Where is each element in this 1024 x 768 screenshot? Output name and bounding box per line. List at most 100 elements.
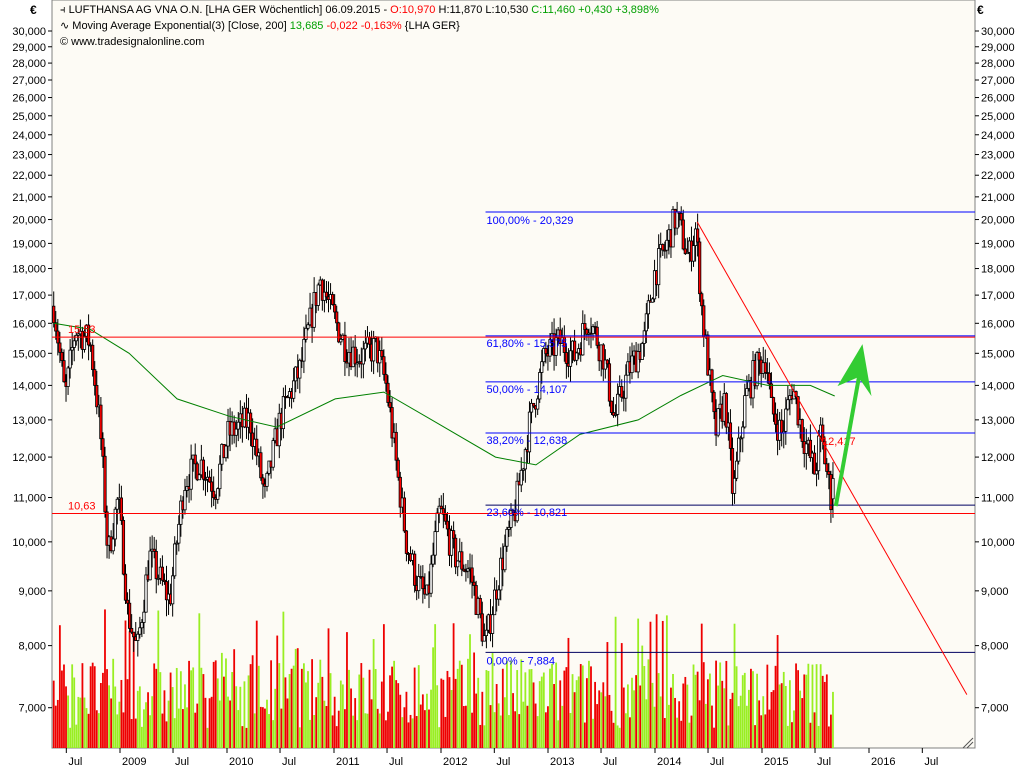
y-tick-label-right: 20,000 (981, 215, 1015, 227)
volume-bar (177, 708, 180, 748)
y-tick-label-left: 7,000 (18, 703, 46, 715)
volume-bar (93, 666, 96, 748)
volume-bar (756, 673, 758, 748)
candle (125, 599, 130, 604)
candle (54, 322, 58, 332)
volume-bar (315, 697, 318, 748)
volume-bar (325, 705, 328, 748)
volume-bar (598, 690, 601, 748)
candle (72, 340, 76, 348)
volume-bar (715, 660, 717, 748)
x-tick-label: 2015 (764, 756, 788, 768)
volume-bar (602, 682, 605, 748)
volume-bar (534, 703, 537, 748)
candle (261, 477, 265, 485)
volume-bar (460, 664, 463, 748)
volume-bar (313, 715, 316, 748)
volume-bar (204, 697, 207, 748)
candle (702, 305, 706, 338)
volume-bar (366, 713, 369, 748)
candle (123, 573, 128, 601)
y-tick-label-left: 19,000 (12, 238, 46, 250)
x-tick-label: 2011 (336, 756, 360, 768)
volume-bar (799, 690, 802, 748)
candle (197, 474, 201, 481)
volume-bar (145, 702, 147, 748)
candlestick-icon: ⫞ (60, 4, 66, 16)
currency-right: € (977, 3, 984, 17)
candle (769, 383, 774, 398)
candle (757, 352, 761, 361)
x-tick-label: Jul (282, 756, 296, 768)
volume-bar (370, 699, 373, 748)
volume-bar (91, 662, 94, 748)
candle (105, 511, 109, 546)
candle (136, 633, 140, 641)
ema-200-line (53, 322, 835, 466)
candle (439, 505, 443, 510)
volume-bar (241, 726, 244, 748)
y-tick-label-left: 27,000 (12, 75, 46, 87)
candle (636, 351, 640, 373)
volume-bar (661, 620, 664, 748)
volume-bar (339, 680, 342, 748)
y-tick-label-right: 13,000 (981, 415, 1015, 427)
volume-bar (555, 662, 558, 748)
y-tick-label-right: 27,000 (981, 75, 1015, 87)
candle (646, 300, 651, 315)
volume-bar (354, 698, 357, 748)
fib-level-label: 38,20% - 12,638 (487, 435, 568, 447)
volume-bar (503, 697, 506, 748)
candle (232, 421, 236, 436)
volume-bar (290, 668, 293, 748)
candle (462, 568, 466, 572)
volume-bar (778, 684, 781, 748)
candle (755, 352, 759, 387)
currency-left: € (30, 3, 37, 17)
candle (773, 413, 778, 425)
volume-bar (635, 675, 638, 748)
candle (503, 545, 507, 571)
volume-bar (616, 725, 619, 748)
candle (413, 553, 417, 586)
volume-bar (465, 705, 467, 748)
volume-bar (797, 670, 800, 748)
volume-bar (294, 648, 297, 748)
candle (449, 530, 454, 556)
volume-bar (122, 712, 125, 748)
volume-bar (214, 660, 217, 748)
candle (734, 460, 739, 479)
candle (372, 338, 376, 362)
volume-bar (774, 665, 777, 748)
volume-bar (563, 670, 566, 748)
trendline-label: 12,417 (822, 436, 856, 448)
volume-bar (227, 696, 229, 748)
volume-bar (436, 685, 439, 748)
volume-bar (106, 669, 108, 748)
y-tick-label-left: 20,000 (12, 215, 46, 227)
candle (82, 335, 87, 350)
candle (470, 567, 474, 583)
volume-bar (302, 663, 305, 748)
volume-bar (491, 653, 494, 748)
candle (716, 408, 720, 436)
y-tick-label-left: 13,000 (12, 415, 46, 427)
quote-date: 06.09.2015 - (325, 4, 388, 16)
candle (339, 338, 343, 343)
candle (337, 322, 341, 343)
volume-bar (434, 624, 437, 748)
candle (466, 568, 470, 572)
candle (394, 431, 398, 461)
volume-bar (483, 725, 486, 748)
volume-bar (413, 667, 416, 748)
volume-bar (547, 706, 549, 748)
candle (58, 342, 62, 353)
x-tick-label: Jul (68, 756, 82, 768)
low-value: L:10,530 (485, 4, 529, 16)
volume-bar (768, 709, 771, 748)
volume-bar (493, 712, 496, 748)
candle (68, 349, 72, 369)
volume-bar (741, 675, 744, 748)
y-tick-label-right: 12,000 (981, 452, 1015, 464)
volume-bar (87, 713, 90, 748)
